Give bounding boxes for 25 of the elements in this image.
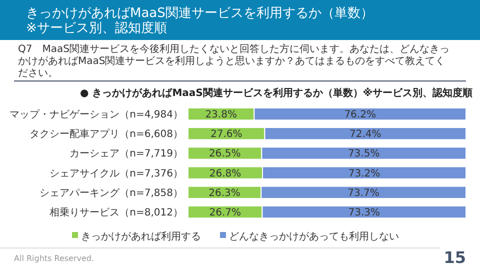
data-label: 73.7% <box>348 188 380 199</box>
y-tick-label: タクシー配車アプリ（n=6,608） <box>30 128 183 140</box>
data-label: 26.7% <box>209 208 242 219</box>
chart-subtitle: Q7 MaaS関連サービスを今後利用したくないと回答した方に伺います。あなたは、どんなきっかけがあればMaaS関連サービスを利用しようと思いますか？あてはまるものをすべて教えてください。 <box>18 43 450 79</box>
data-label: 73.2% <box>348 168 380 180</box>
text: ● きっかけがあればMaaS関連サービスを利用するか（単数）※サービス別、認知度順 <box>80 87 473 99</box>
data-label: 23.8% <box>205 109 237 120</box>
legend-label: きっかけがあれば利用する <box>81 230 201 242</box>
data-label: 76.2% <box>344 109 376 120</box>
y-tick-label: シェアパーキング（n=7,858） <box>40 188 183 199</box>
text: 15 <box>444 248 466 267</box>
data-label: 27.6% <box>210 129 242 140</box>
text: All Rights Reserved. <box>14 254 94 263</box>
chart-title: きっかけがあればMaaS関連サービスを利用するか（単数）※サービス別、認知度順 <box>26 6 374 36</box>
data-label: 73.3% <box>348 208 380 219</box>
data-label: 26.5% <box>208 148 241 160</box>
data-label: 26.8% <box>209 168 242 180</box>
y-tick-label: マップ・ナビゲーション（n=4,984） <box>10 108 183 120</box>
y-tick-label: 相乗りサービス（n=8,012） <box>50 206 183 219</box>
y-tick-label: シェアサイクル（n=7,376） <box>50 168 183 180</box>
data-label: 26.3% <box>208 188 240 199</box>
y-tick-label: カーシェア（n=7,719） <box>70 148 183 160</box>
data-label: 72.4% <box>349 129 382 140</box>
data-label: 73.5% <box>348 148 380 160</box>
legend-label: どんなきっかけがあっても利用しない <box>229 230 399 242</box>
